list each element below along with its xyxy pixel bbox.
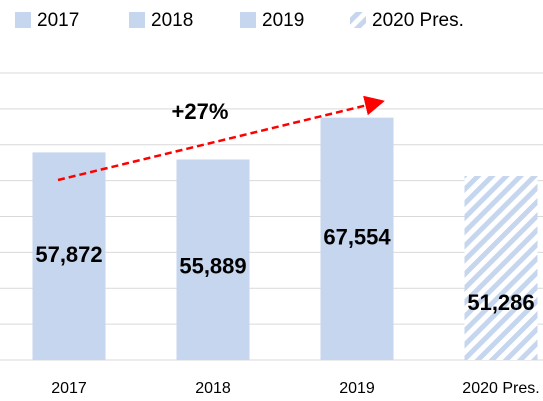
- bar: [464, 176, 538, 360]
- bar: [32, 152, 106, 360]
- legend-label: 2018: [151, 10, 193, 31]
- value-label: 55,889: [179, 254, 246, 279]
- legend-swatch: [350, 12, 366, 28]
- value-label: 51,286: [467, 290, 534, 315]
- legend-swatch: [129, 12, 145, 28]
- annotation: +27%: [172, 99, 229, 124]
- legend-swatch: [15, 12, 31, 28]
- x-tick-label: 2018: [195, 380, 231, 397]
- value-label: 57,872: [35, 242, 102, 267]
- legend-label: 2017: [37, 10, 79, 31]
- x-tick-label: 2019: [339, 380, 375, 397]
- value-label: 67,554: [323, 225, 391, 250]
- x-tick-label: 2017: [51, 380, 87, 397]
- legend-label: 2020 Pres.: [372, 10, 464, 31]
- bar: [176, 159, 250, 360]
- x-tick-label: 2020 Pres.: [462, 380, 539, 397]
- trend-arrow: [57, 95, 385, 182]
- bar: [320, 117, 394, 360]
- legend-swatch: [240, 12, 256, 28]
- legend-label: 2019: [262, 10, 304, 31]
